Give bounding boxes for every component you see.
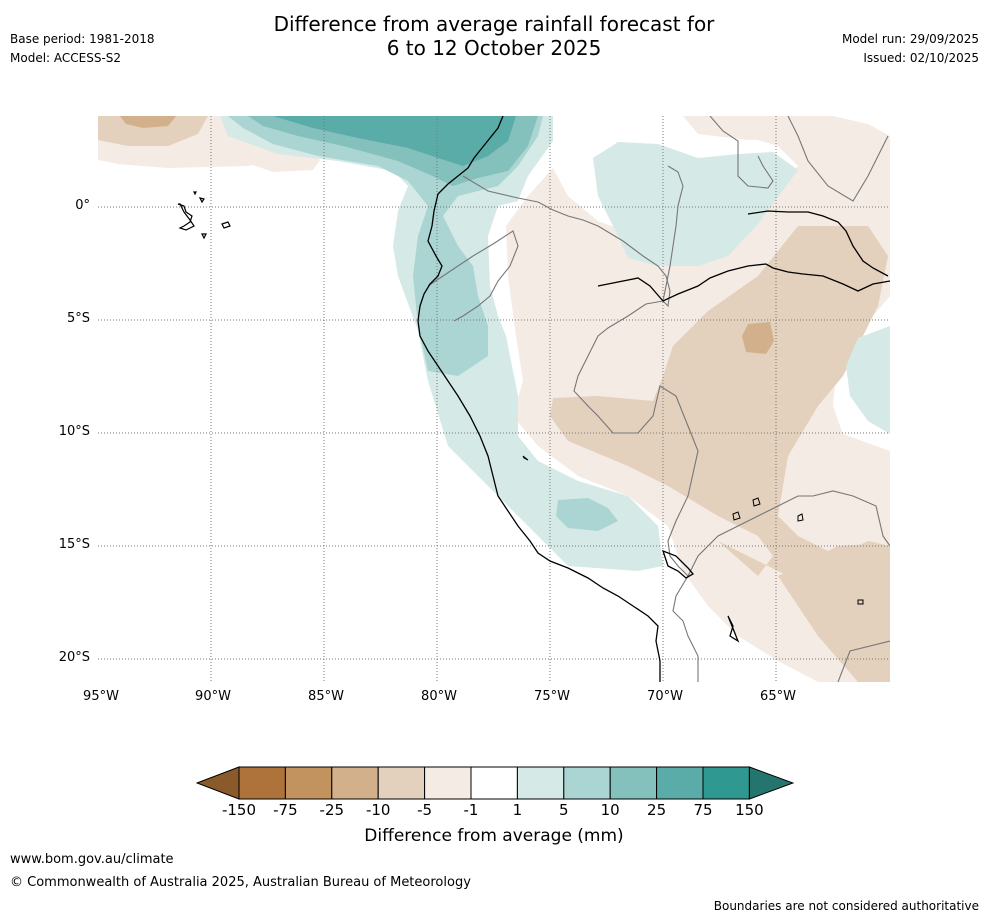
border-brazil-bolivia [687, 490, 890, 577]
border-ecuador-peru [427, 230, 519, 322]
dry-anomaly-regions [98, 116, 890, 682]
dry-medium-region-amazon [550, 226, 890, 666]
issued-date: Issued: 02/10/2025 [863, 51, 979, 65]
dry-medium-region-nw [98, 116, 208, 146]
wet-anomaly-regions [220, 116, 890, 571]
coastline-lake-titicaca [661, 549, 694, 579]
colorbar-swatch [331, 766, 379, 800]
lat-label-20s: 20°S [58, 650, 90, 665]
interior-features [522, 455, 864, 605]
colorbar-tick-label: 5 [559, 801, 569, 819]
river-feature-1 [522, 455, 529, 461]
copyright-text: © Commonwealth of Australia 2025, Austra… [10, 875, 471, 890]
dry-light-region-ne-top [683, 116, 818, 140]
colorbar-swatch [238, 766, 286, 800]
island-santa-cruz [221, 221, 231, 229]
lake-feature-4 [857, 599, 864, 605]
colorbar-tick-label: 150 [735, 801, 764, 819]
wet-very-strong-region [273, 116, 516, 166]
country-borders [427, 116, 890, 682]
base-period: Base period: 1981-2018 [10, 32, 155, 46]
graticule [98, 116, 890, 682]
lake-feature-3 [797, 513, 804, 522]
coastlines [417, 116, 890, 682]
colorbar-swatch [656, 766, 704, 800]
border-guyana [787, 116, 889, 202]
island-espanola [201, 233, 207, 240]
colorbar-swatch [284, 766, 333, 800]
colorbar-tick-label: -1 [463, 801, 479, 819]
border-brazil-colombia [662, 165, 684, 302]
colorbar-tick-label: -10 [365, 801, 391, 819]
lake-feature-1 [732, 511, 741, 521]
coastline-amazon-delta [747, 210, 889, 277]
colorbar-tick-label: -5 [417, 801, 433, 819]
colorbar-tick-label: 10 [600, 801, 620, 819]
colorbar-tick-label: 25 [647, 801, 667, 819]
colorbar-swatch [702, 766, 750, 800]
colorbar-tick-label: 1 [512, 801, 523, 819]
coastline-amazon-north [597, 263, 890, 302]
galapagos-islands [177, 191, 231, 240]
colorbar-tick-label: -150 [221, 801, 257, 819]
lake-feature-2 [752, 497, 761, 507]
colorbar-swatch [470, 766, 518, 800]
colorbar-extend-high [748, 766, 794, 800]
lat-label-0: 0° [75, 198, 90, 213]
colorbar [196, 766, 794, 800]
colorbar-tick-label: -25 [319, 801, 345, 819]
boundary-disclaimer: Boundaries are not considered authoritat… [713, 899, 979, 913]
lat-label-10s: 10°S [58, 424, 90, 439]
dry-strong-region-nw [120, 116, 176, 128]
wet-medium-region-south [556, 498, 618, 531]
coastline-pacific [417, 116, 661, 682]
colorbar-swatch [516, 766, 565, 800]
model-name: Model: ACCESS-S2 [10, 51, 122, 65]
border-bolivia-paraguay [837, 640, 890, 682]
colorbar-swatch [377, 766, 426, 800]
lon-label-80w: 80°W [421, 689, 457, 704]
colorbar-extend-low [196, 766, 240, 800]
lon-label-70w: 70°W [647, 689, 683, 704]
lon-label-90w: 90°W [195, 689, 231, 704]
colorbar-title: Difference from average (mm) [364, 826, 624, 846]
map-title: Difference from average rainfall forecas… [0, 12, 988, 60]
border-peru-bolivia [672, 575, 699, 682]
title-line-1: Difference from average rainfall forecas… [273, 12, 715, 36]
colorbar-swatch [424, 766, 472, 800]
wet-light-region-ne [593, 142, 798, 266]
colorbar-tick-label: 75 [693, 801, 713, 819]
website-link[interactable]: www.bom.gov.au/climate [10, 852, 174, 867]
lat-label-15s: 15°S [58, 537, 90, 552]
title-line-2: 6 to 12 October 2025 [386, 36, 602, 60]
border-venezuela [709, 116, 774, 189]
border-colombia-ecuador-peru [462, 175, 671, 308]
island-genovesa [193, 191, 197, 196]
lat-label-5s: 5°S [66, 311, 90, 326]
lon-label-65w: 65°W [760, 689, 796, 704]
colorbar-swatch [563, 766, 611, 800]
border-peru-brazil [573, 300, 699, 577]
lon-label-95w: 95°W [83, 689, 119, 704]
rainfall-map [98, 116, 890, 682]
island-isabela [177, 203, 195, 231]
colorbar-swatch [609, 766, 658, 800]
lon-label-85w: 85°W [308, 689, 344, 704]
dry-strong-patch [742, 322, 774, 354]
coastline-lake-poopo [727, 615, 740, 643]
wet-light-region-east [846, 326, 890, 434]
colorbar-tick-label: -75 [273, 801, 298, 819]
lon-label-75w: 75°W [534, 689, 570, 704]
model-run: Model run: 29/09/2025 [841, 32, 979, 46]
island-san-cristobal [198, 197, 205, 204]
